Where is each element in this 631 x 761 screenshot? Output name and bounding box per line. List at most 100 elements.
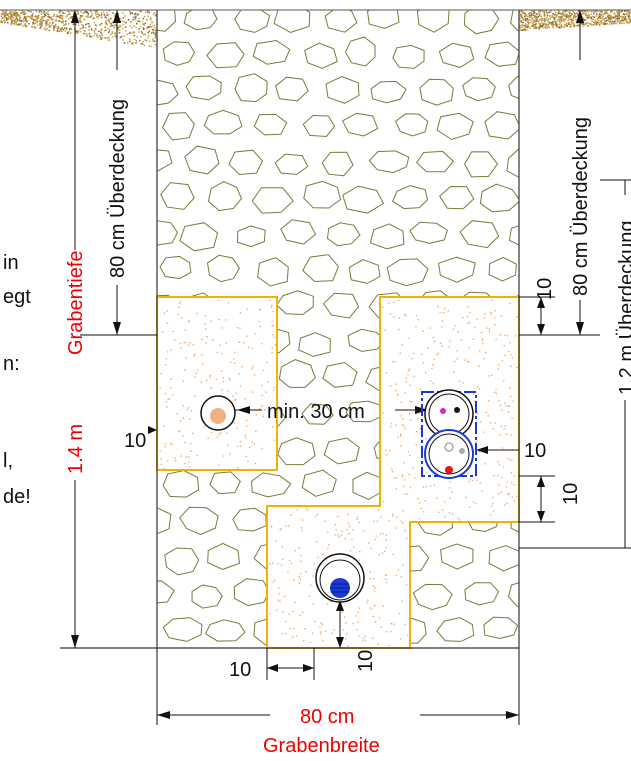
sand-grain	[221, 353, 222, 354]
sand-grain	[484, 317, 485, 318]
sand-grain	[221, 327, 222, 328]
gravel-stone	[180, 223, 218, 251]
gravel-stone	[485, 42, 520, 66]
soil-grain	[593, 22, 595, 24]
soil-grain	[625, 20, 627, 22]
soil-grain	[570, 15, 572, 17]
soil-grain	[604, 18, 606, 20]
sand-grain	[491, 375, 492, 376]
soil-grain	[61, 31, 63, 32]
cover-far-right-label: 1.2 m Überdeckung	[616, 220, 631, 395]
sand-grain	[245, 437, 246, 438]
sand-grain	[454, 361, 455, 362]
soil-grain	[613, 22, 615, 24]
soil-grain	[137, 21, 139, 23]
soil-grain	[136, 23, 138, 25]
gravel-stone	[254, 114, 286, 134]
soil-grain	[22, 11, 24, 13]
sand-grain	[438, 353, 439, 354]
sand-grain	[185, 342, 186, 343]
sand-grain	[506, 503, 507, 504]
soil-grain	[122, 39, 124, 41]
sand-grain	[494, 310, 495, 311]
soil-grain	[133, 26, 135, 28]
soil-grain	[555, 12, 557, 14]
soil-grain	[129, 41, 131, 43]
soil-grain	[143, 27, 145, 29]
soil-grain	[602, 16, 604, 18]
soil-grain	[6, 13, 8, 15]
soil-grain	[95, 14, 97, 16]
sand-grain	[353, 546, 354, 547]
sand-grain	[163, 426, 164, 427]
soil-grain	[568, 20, 570, 22]
soil-grain	[8, 16, 10, 18]
sand-grain	[201, 339, 202, 340]
sand-grain	[512, 357, 513, 358]
sand-grain	[513, 484, 514, 485]
soil-grain	[624, 14, 626, 16]
soil-grain	[552, 26, 554, 28]
sand-grain	[302, 612, 303, 613]
soil-grain	[39, 20, 41, 22]
sand-grain	[314, 621, 315, 622]
soil-grain	[139, 21, 141, 23]
sand-grain	[386, 582, 387, 583]
soil-grain	[531, 25, 533, 27]
gravel-stone	[208, 182, 241, 211]
soil-grain	[533, 11, 535, 13]
sand-grain	[404, 493, 405, 494]
sand-grain	[405, 428, 406, 429]
soil-grain	[137, 14, 139, 16]
soil-grain	[623, 13, 625, 15]
sand-grain	[449, 512, 450, 513]
sand-grain	[488, 400, 489, 401]
sand-grain	[419, 518, 420, 519]
soil-grain	[112, 21, 114, 23]
topsoil	[0, 10, 631, 47]
sand-grain	[396, 384, 397, 385]
soil-grain	[11, 23, 13, 25]
soil-grain	[105, 26, 107, 28]
soil-grain	[155, 37, 157, 39]
sand-grain	[394, 361, 395, 362]
soil-grain	[545, 19, 547, 21]
sand-grain	[247, 460, 248, 461]
soil-grain	[77, 31, 79, 33]
sand-grain	[167, 310, 168, 311]
sand-grain	[368, 542, 369, 543]
soil-grain	[558, 11, 560, 13]
soil-grain	[88, 26, 90, 28]
soil-grain	[44, 14, 46, 16]
gravel-stone	[393, 45, 424, 68]
soil-grain	[110, 18, 112, 20]
soil-grain	[583, 18, 585, 20]
sand-grain	[194, 355, 195, 356]
soil-grain	[25, 18, 27, 20]
sand-grain	[479, 350, 480, 351]
sand-grain	[509, 459, 510, 460]
sand-grain	[345, 538, 346, 539]
soil-grain	[627, 12, 629, 14]
sand-grain	[404, 479, 405, 480]
soil-grain	[620, 20, 622, 22]
gravel-stone	[480, 184, 520, 212]
gravel-stone	[137, 506, 171, 535]
soil-grain	[80, 15, 82, 17]
sand-grain	[194, 354, 195, 355]
sand-grain	[218, 464, 219, 465]
sand-grain	[236, 393, 237, 394]
soil-grain	[614, 12, 616, 14]
sand-grain	[277, 563, 278, 564]
soil-grain	[628, 16, 630, 18]
sand-grain	[378, 644, 379, 645]
sand-grain	[252, 368, 253, 369]
soil-grain	[574, 25, 576, 27]
soil-grain	[53, 29, 55, 31]
soil-grain	[20, 13, 22, 15]
sand-grain	[206, 336, 207, 337]
soil-grain	[153, 32, 155, 34]
sand-grain	[317, 514, 318, 515]
sand-grain	[485, 463, 486, 464]
soil-grain	[570, 20, 572, 22]
